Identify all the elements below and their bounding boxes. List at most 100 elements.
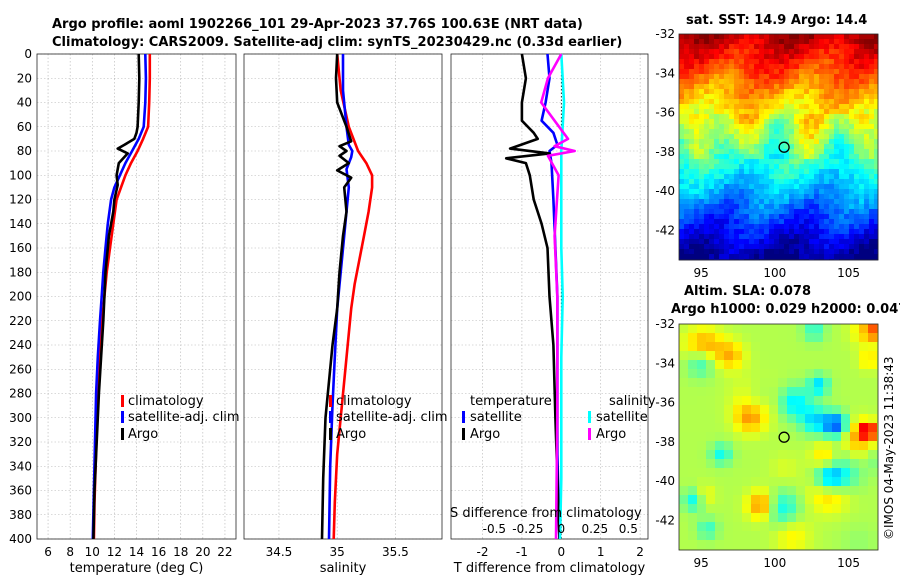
- map-cell: [754, 224, 760, 230]
- map-cell: [724, 204, 730, 210]
- map-cell: [814, 139, 820, 145]
- map-cell: [778, 432, 788, 442]
- map-cell: [729, 139, 735, 145]
- map-cell: [744, 114, 750, 120]
- map-cell: [751, 522, 761, 532]
- map-cell: [729, 99, 735, 105]
- map-cell: [834, 129, 840, 135]
- map-cell: [849, 129, 855, 135]
- map-cell: [799, 99, 805, 105]
- map-cell: [688, 441, 698, 451]
- map-cell: [704, 129, 710, 135]
- map-cell: [834, 149, 840, 155]
- map-cell: [787, 504, 797, 514]
- map-cell: [784, 254, 790, 260]
- map-cell: [742, 387, 752, 397]
- map-y-tick-label: -34: [655, 66, 675, 80]
- map-cell: [859, 64, 865, 70]
- map-cell: [864, 94, 870, 100]
- map-cell: [799, 199, 805, 205]
- map-cell: [689, 114, 695, 120]
- map-cell: [724, 209, 730, 215]
- map-cell: [724, 174, 730, 180]
- map-cell: [809, 229, 815, 235]
- map-cell: [805, 369, 815, 379]
- map-cell: [749, 174, 755, 180]
- map-cell: [764, 159, 770, 165]
- map-cell: [859, 114, 865, 120]
- map-cell: [832, 360, 842, 370]
- map-cell: [709, 44, 715, 50]
- map-cell: [819, 139, 825, 145]
- map-cell: [689, 239, 695, 245]
- map-cell: [688, 369, 698, 379]
- map-cell: [749, 119, 755, 125]
- map-cell: [759, 34, 765, 40]
- y-tick-label: 20: [17, 71, 32, 85]
- map-cell: [854, 64, 860, 70]
- map-cell: [839, 214, 845, 220]
- map-cell: [844, 44, 850, 50]
- map-cell: [819, 74, 825, 80]
- map-cell: [809, 99, 815, 105]
- map-cell: [774, 84, 780, 90]
- map-cell: [864, 124, 870, 130]
- map-cell: [814, 179, 820, 185]
- map-cell: [744, 224, 750, 230]
- map-cell: [769, 522, 779, 532]
- map-cell: [834, 69, 840, 75]
- map-cell: [824, 159, 830, 165]
- map-cell: [778, 531, 788, 541]
- map-cell: [688, 504, 698, 514]
- map-cell: [759, 234, 765, 240]
- map-cell: [679, 360, 689, 370]
- map-cell: [794, 144, 800, 150]
- map-cell: [744, 184, 750, 190]
- map-cell: [719, 244, 725, 250]
- map-cell: [869, 94, 875, 100]
- map-cell: [734, 149, 740, 155]
- map-cell: [684, 159, 690, 165]
- map-cell: [724, 159, 730, 165]
- map-cell: [739, 44, 745, 50]
- map-cell: [844, 209, 850, 215]
- map-cell: [809, 219, 815, 225]
- map-cell: [689, 199, 695, 205]
- map-cell: [749, 189, 755, 195]
- map-cell: [799, 169, 805, 175]
- map-cell: [869, 204, 875, 210]
- map-cell: [734, 224, 740, 230]
- map-cell: [724, 486, 734, 496]
- map-cell: [844, 219, 850, 225]
- map-cell: [784, 194, 790, 200]
- map-cell: [759, 244, 765, 250]
- map-cell: [841, 342, 851, 352]
- map-cell: [706, 405, 716, 415]
- map-cell: [744, 204, 750, 210]
- map-cell: [724, 54, 730, 60]
- imos-credit: ©IMOS 04-May-2023 11:38:43: [882, 356, 896, 540]
- map-cell: [864, 84, 870, 90]
- map-cell: [834, 84, 840, 90]
- map-cell: [774, 209, 780, 215]
- map-cell: [697, 495, 707, 505]
- map-cell: [704, 224, 710, 230]
- map-cell: [859, 74, 865, 80]
- map-cell: [704, 39, 710, 45]
- map-cell: [824, 174, 830, 180]
- map-cell: [729, 249, 735, 255]
- map-cell: [839, 104, 845, 110]
- map-cell: [834, 249, 840, 255]
- map-cell: [769, 214, 775, 220]
- map-cell: [699, 159, 705, 165]
- map-cell: [689, 39, 695, 45]
- series-line-climatology: [332, 53, 374, 540]
- map-cell: [799, 224, 805, 230]
- map-cell: [804, 149, 810, 155]
- map-cell: [733, 450, 743, 460]
- map-cell: [789, 144, 795, 150]
- map-cell: [769, 351, 779, 361]
- map-cell: [759, 239, 765, 245]
- map-cell: [724, 414, 734, 424]
- map-cell: [804, 139, 810, 145]
